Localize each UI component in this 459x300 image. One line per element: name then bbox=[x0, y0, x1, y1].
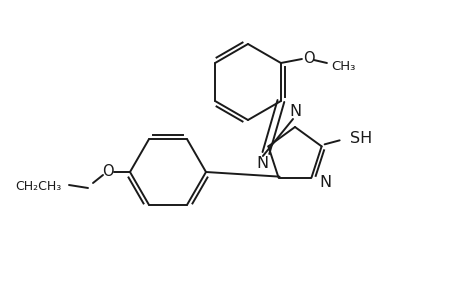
Text: O: O bbox=[302, 50, 314, 65]
Text: N: N bbox=[288, 104, 300, 119]
Text: N: N bbox=[319, 175, 331, 190]
Text: O: O bbox=[102, 164, 113, 179]
Text: CH₃: CH₃ bbox=[330, 59, 354, 73]
Text: CH₂CH₃: CH₂CH₃ bbox=[16, 179, 62, 193]
Text: N: N bbox=[256, 155, 269, 170]
Text: SH: SH bbox=[349, 131, 371, 146]
